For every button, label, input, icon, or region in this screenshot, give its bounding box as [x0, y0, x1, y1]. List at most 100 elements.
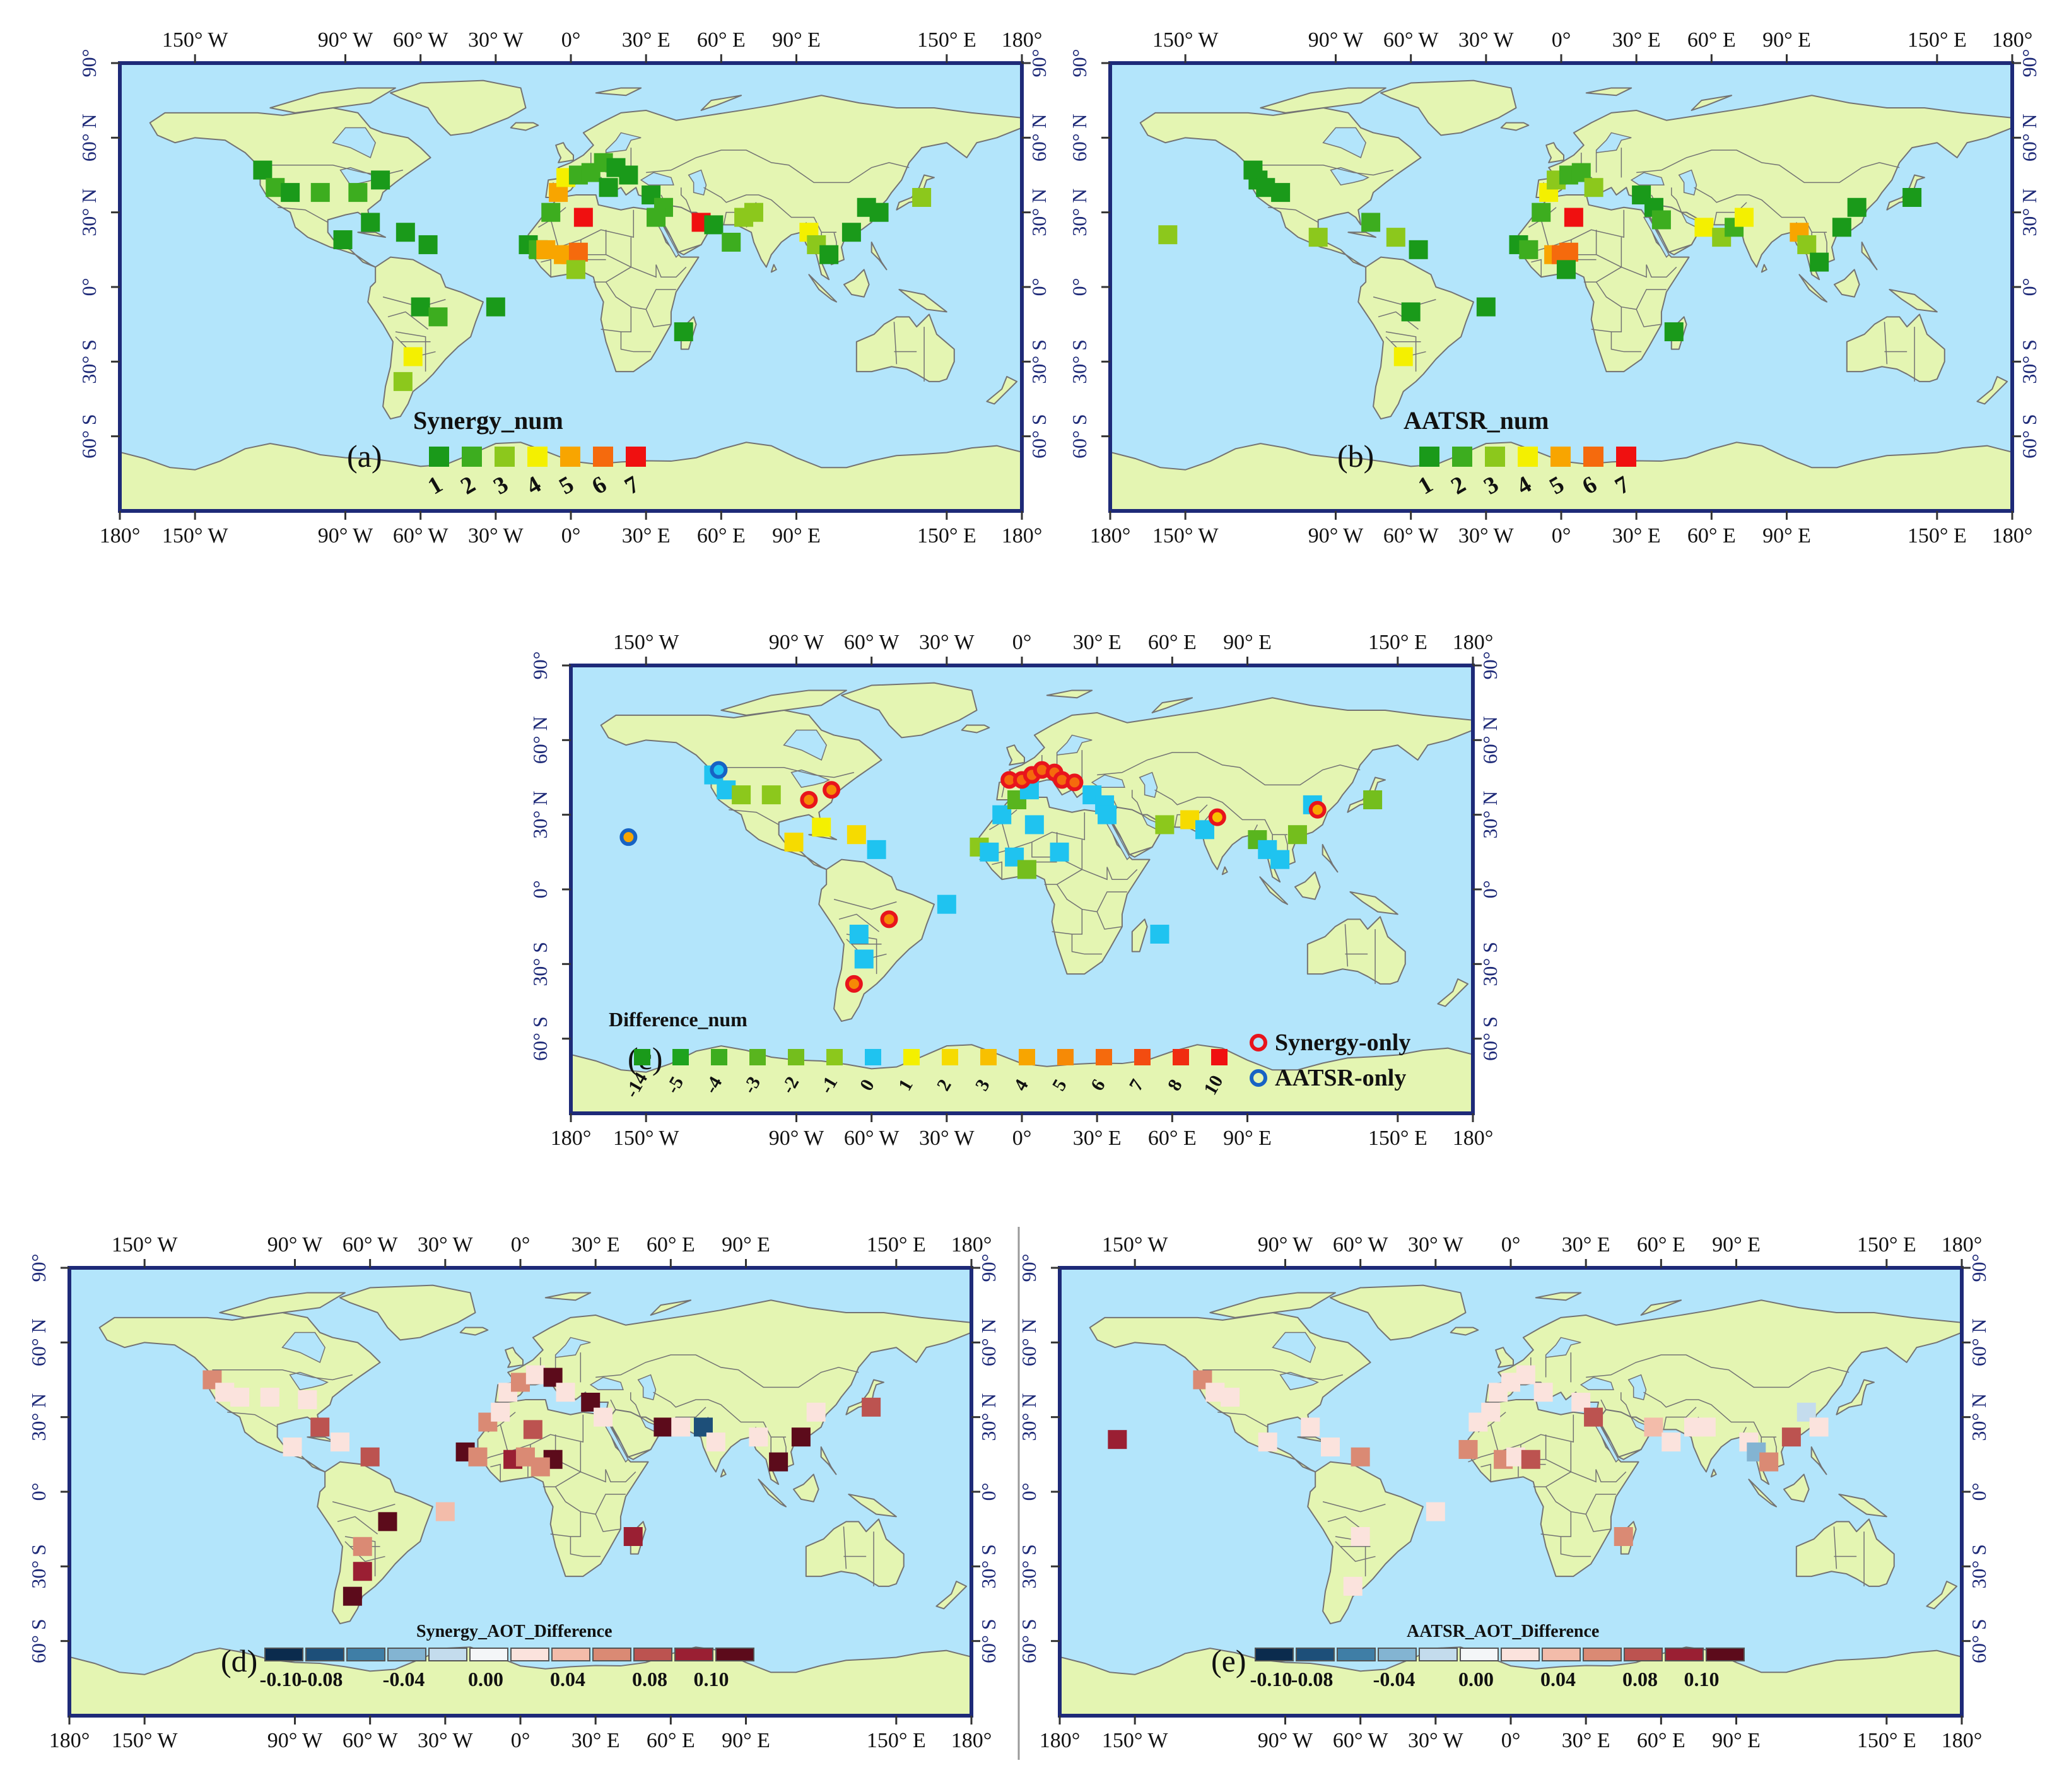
lon-label-top: 0° [1552, 28, 1571, 52]
lon-label-bottom: 30° W [418, 1729, 473, 1752]
land-new-zealand [1976, 376, 2008, 405]
colorbar-tick: 0.10 [694, 1668, 729, 1690]
legend-swatch [1616, 447, 1636, 467]
country-border [1583, 266, 1622, 283]
lat-label-left: 60° S [1068, 414, 1091, 459]
legend-title: Synergy_AOT_Difference [416, 1622, 612, 1641]
lon-label-top: 30° W [468, 28, 524, 52]
colorbar-cell [551, 1648, 590, 1661]
lat-label-left: 90° [1068, 49, 1091, 78]
country-border [593, 266, 631, 283]
country-border [1253, 164, 1394, 176]
legend-swatch [1019, 1049, 1035, 1065]
lat-label-left: 60° S [27, 1619, 50, 1663]
ring-legend-icon [1250, 1069, 1267, 1087]
land-indonesia-borneo [1833, 269, 1860, 298]
lon-label-bottom: 0° [1012, 1127, 1032, 1150]
land-sri-lanka [1761, 264, 1767, 273]
site-marker [1321, 1438, 1340, 1456]
country-border [1082, 867, 1108, 881]
site-marker [353, 1537, 372, 1556]
lon-label-top: 60° E [1637, 1233, 1685, 1256]
land-australia [1306, 916, 1406, 985]
lat-label-right: 60° S [1028, 414, 1050, 459]
site-marker [1559, 242, 1578, 262]
colorbar-tick: 0.00 [468, 1668, 503, 1690]
country-border [1533, 1471, 1571, 1487]
site-marker [1556, 260, 1576, 279]
lat-label-right: 30° N [1479, 791, 1501, 839]
country-border [227, 1412, 278, 1428]
site-marker [1781, 1427, 1801, 1447]
lat-label-left: 0° [529, 881, 551, 899]
country-border [1268, 207, 1319, 223]
lon-label-top: 150° E [1857, 1233, 1916, 1256]
land-indonesia-sumatra [808, 274, 838, 303]
legend-swatch [1134, 1049, 1151, 1065]
lat-label-right: 30° S [1028, 339, 1050, 384]
site-marker [525, 1365, 545, 1385]
country-border [605, 281, 676, 310]
site-marker [1351, 1447, 1370, 1467]
site-marker-ring [880, 910, 898, 928]
site-marker [491, 1402, 510, 1422]
legend-swatch [903, 1049, 920, 1065]
colorbar-cell [346, 1648, 385, 1661]
lon-label-top: 150° E [917, 28, 976, 52]
lon-label-bottom: 0° [1501, 1729, 1521, 1752]
country-border [595, 1354, 859, 1388]
site-marker-ring [1208, 808, 1226, 826]
country-border [843, 1526, 847, 1569]
country-border [1056, 884, 1127, 913]
water-hudson-bay [783, 729, 827, 761]
site-marker [1271, 183, 1291, 202]
lon-label-bottom: 150° E [867, 1729, 926, 1752]
lat-label-right: 30° N [1967, 1393, 1990, 1441]
site-marker [536, 240, 556, 259]
lon-label-bottom: 0° [1552, 524, 1571, 548]
country-border [344, 1541, 385, 1562]
site-marker [1584, 178, 1603, 197]
lon-label-bottom: 60° W [1333, 1729, 1388, 1752]
lon-label-top: 30° E [571, 1233, 620, 1256]
colorbar-cell [1665, 1648, 1704, 1661]
site-marker [671, 1417, 691, 1437]
site-marker [732, 785, 751, 805]
lat-label-right: 90° [2018, 49, 2041, 78]
lon-label-bottom: 60° E [697, 524, 746, 548]
lon-label-bottom: 30° E [1612, 524, 1661, 548]
legend-title: AATSR_num [1404, 406, 1549, 435]
lon-label-top: 90° E [772, 28, 821, 52]
site-marker [1098, 805, 1117, 824]
lon-label-top: 30° E [1562, 1233, 1610, 1256]
land-novaya-zemlya [1691, 95, 1733, 111]
lon-label-bottom: 90° W [769, 1127, 824, 1150]
site-marker [980, 842, 999, 862]
country-border [1595, 281, 1667, 310]
colorbar-cell [1542, 1648, 1581, 1661]
water-caspian-sea [688, 169, 707, 196]
lon-label-bottom: 180° [551, 1127, 592, 1150]
legend-title: AATSR_AOT_Difference [1407, 1622, 1599, 1641]
land-uk [1495, 1347, 1514, 1368]
lat-label-left: 0° [1068, 278, 1091, 296]
legend-swatch [711, 1049, 727, 1065]
lat-label-left: 30° S [1017, 1544, 1040, 1589]
land-indonesia-borneo [1783, 1473, 1810, 1502]
panel-a: 150° W 90° W 60° W 30° W 0° 30° E 60° E 90° E 15… [78, 28, 1050, 548]
country-border [1540, 1511, 1572, 1537]
colorbar-tick: 0.04 [550, 1668, 585, 1690]
lat-label-left: 60° N [529, 716, 551, 764]
site-marker [573, 208, 593, 227]
land-new-guinea [848, 1493, 897, 1518]
lon-label-top: 0° [511, 1233, 530, 1256]
water-black-sea [1630, 172, 1665, 186]
colorbar-cell [1460, 1648, 1499, 1661]
land-indonesia-sumatra [1748, 1479, 1778, 1508]
lon-label-bottom: 90° E [1712, 1729, 1761, 1752]
country-border [610, 1399, 616, 1410]
lat-label-right: 30° N [977, 1393, 1000, 1441]
site-marker [849, 925, 869, 944]
country-border [1586, 1354, 1849, 1388]
